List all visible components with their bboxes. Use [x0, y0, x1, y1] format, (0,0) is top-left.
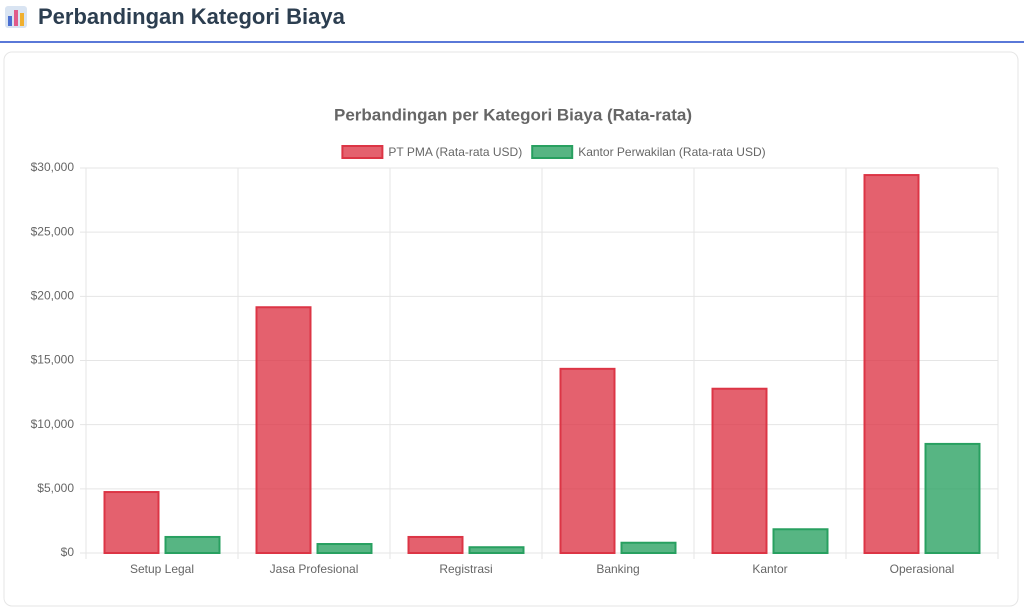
bar — [620, 541, 677, 555]
y-tick-label: $15,000 — [31, 353, 75, 367]
bar — [468, 546, 525, 554]
x-tick-label: Banking — [596, 562, 639, 576]
x-tick-label: Operasional — [890, 562, 955, 576]
x-tick-label: Setup Legal — [130, 562, 194, 576]
x-tick-label: Jasa Profesional — [270, 562, 359, 576]
y-tick-label: $20,000 — [31, 289, 75, 303]
header-bar — [0, 0, 1024, 42]
header-icon — [5, 6, 27, 28]
bar — [255, 306, 312, 554]
legend-label: PT PMA (Rata-rata USD) — [388, 145, 522, 159]
y-tick-label: $25,000 — [31, 224, 75, 238]
bar — [316, 543, 373, 554]
bar — [863, 174, 920, 555]
y-tick-label: $0 — [61, 545, 75, 559]
x-tick-label: Registrasi — [439, 562, 492, 576]
x-tick-label: Kantor — [752, 562, 787, 576]
bar — [924, 442, 981, 554]
bar — [711, 387, 768, 554]
bar — [772, 528, 829, 555]
bar — [164, 535, 221, 554]
header-underline — [0, 41, 1024, 43]
bar — [407, 535, 464, 554]
y-tick-label: $5,000 — [37, 481, 74, 495]
legend-label: Kantor Perwakilan (Rata-rata USD) — [578, 145, 765, 159]
page-title: Perbandingan Kategori Biaya — [38, 4, 346, 29]
y-tick-label: $30,000 — [31, 160, 75, 174]
bar — [559, 367, 616, 555]
chart-title: Perbandingan per Kategori Biaya (Rata-ra… — [334, 105, 692, 124]
bar — [103, 491, 160, 554]
legend-swatch — [341, 145, 384, 159]
y-tick-label: $10,000 — [31, 417, 75, 431]
legend-swatch — [531, 145, 574, 159]
